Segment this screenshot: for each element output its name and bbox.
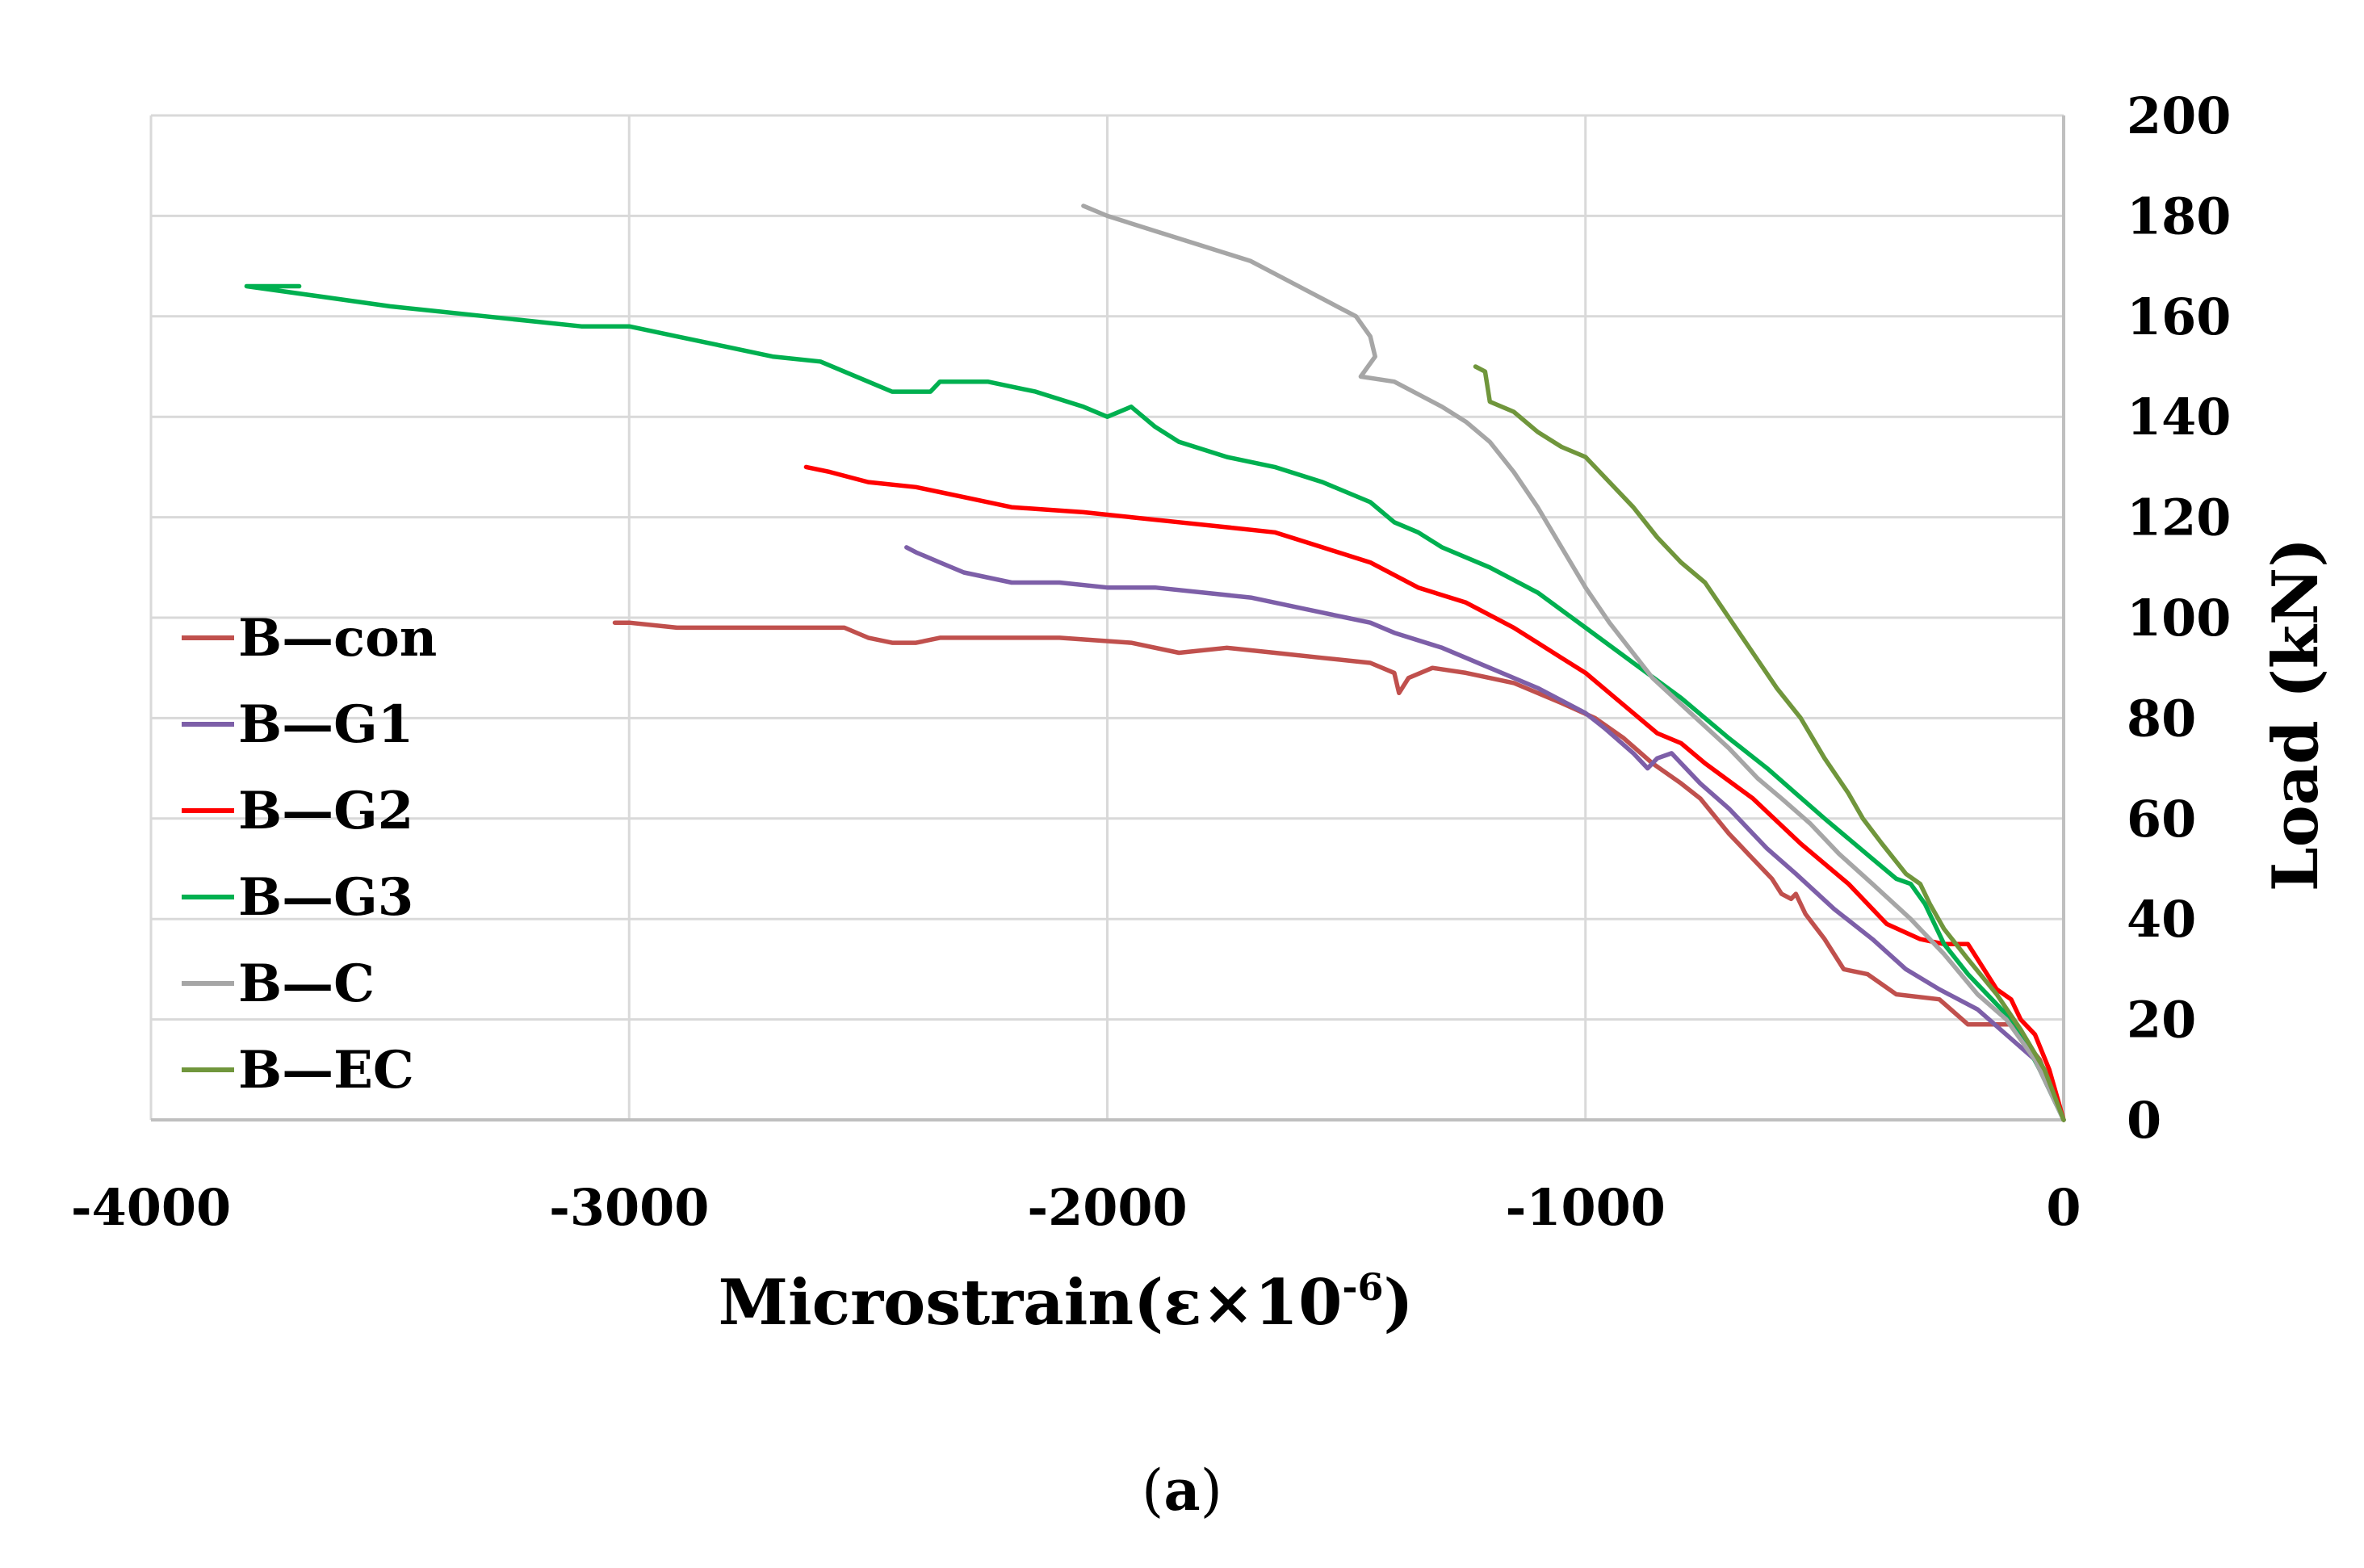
y-tick-label: 40 [2127,890,2196,949]
y-axis-title: Load (kN) [2259,538,2333,891]
y-tick-label: 180 [2127,187,2231,245]
y-tick-labels: 0 20 40 60 80 100 120 140 160 180 200 [2127,86,2231,1150]
x-tick-label: -4000 [71,1178,231,1237]
series-line-5 [1081,203,2066,1122]
y-tick-label: 200 [2127,86,2231,145]
series-lines [244,203,2066,1122]
x-axis-title: Microstrain(ε×10-6) [719,1265,1414,1340]
y-tick-label: 60 [2127,790,2196,849]
legend: B—con B—G1 B—G2 B—G3 B—C B—EC [182,608,437,1101]
legend-label: B—EC [238,1040,414,1101]
y-tick-label: 0 [2127,1091,2161,1150]
legend-label: B—G2 [238,781,413,841]
x-tick-label: 0 [2046,1178,2081,1237]
legend-label: B—G1 [238,694,413,755]
x-tick-label: -2000 [1027,1178,1187,1237]
series-line-6 [1473,364,2066,1122]
grid [151,114,2064,1120]
legend-label: B—con [238,608,437,669]
series-line-1 [612,620,2066,1122]
x-tick-labels: -4000 -3000 -2000 -1000 0 [71,1178,2081,1237]
x-tick-label: -3000 [549,1178,709,1237]
axes [149,115,2065,1121]
y-tick-label: 160 [2127,287,2231,346]
x-tick-label: -1000 [1506,1178,1666,1237]
y-tick-label: 80 [2127,689,2196,748]
y-tick-label: 20 [2127,991,2196,1050]
y-tick-label: 100 [2127,589,2231,648]
series-line-4 [244,283,2066,1122]
figure-caption: (a) [1142,1457,1222,1524]
series-line-3 [803,464,2066,1122]
y-tick-label: 140 [2127,388,2231,447]
y-tick-label: 120 [2127,488,2231,547]
series-line-2 [904,545,2066,1122]
legend-label: B—G3 [238,867,413,928]
legend-label: B—C [238,954,375,1014]
